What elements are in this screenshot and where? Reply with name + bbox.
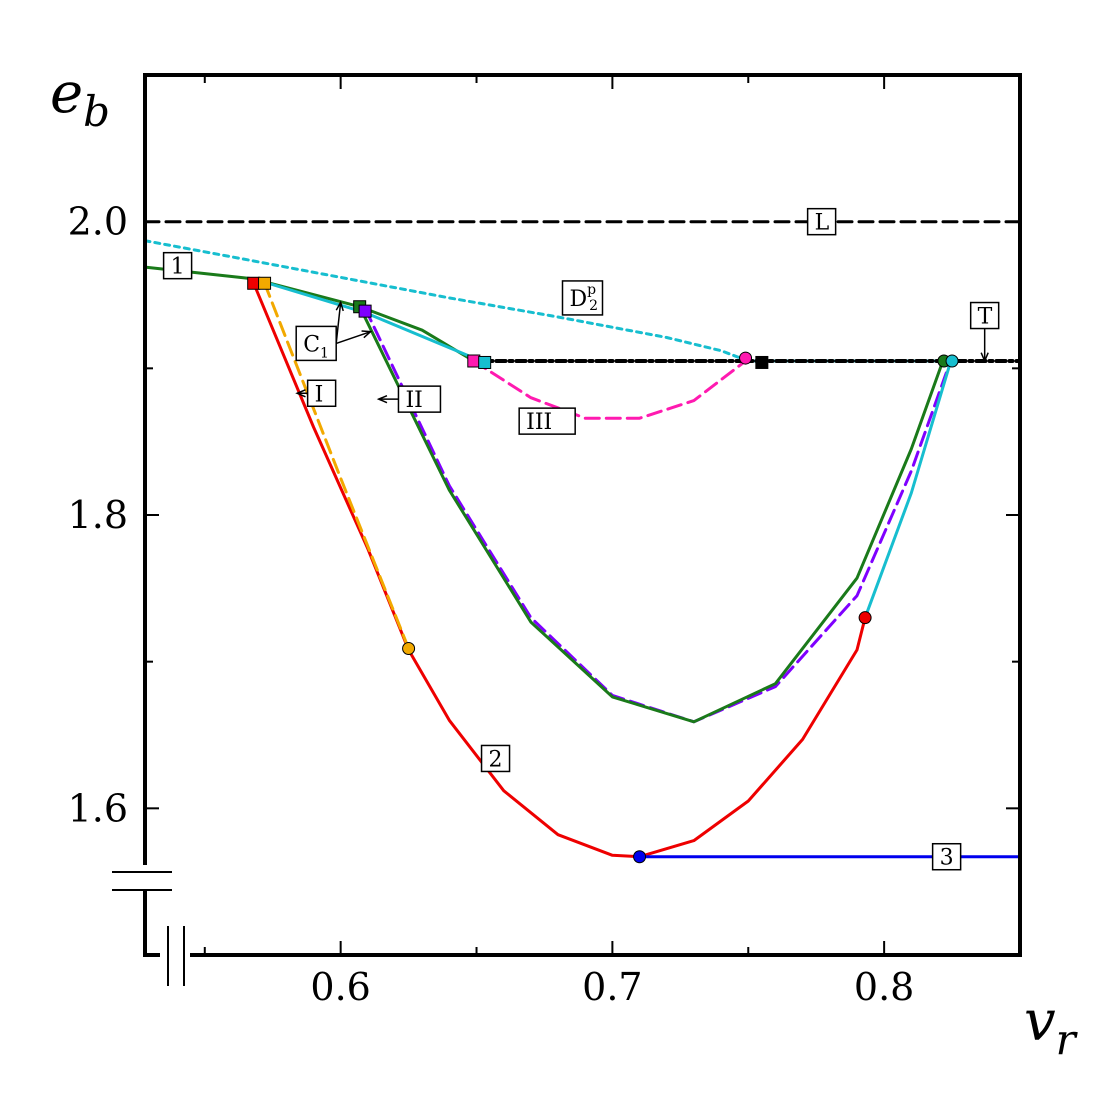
annotation-box — [969, 301, 1000, 330]
square-marker — [358, 304, 372, 318]
series-i-line — [263, 281, 411, 650]
series-2-line — [252, 281, 867, 859]
axis-breaks — [108, 865, 190, 988]
annotation-main: 1 — [171, 255, 185, 280]
arrow-head — [295, 389, 306, 398]
annotation-box — [561, 280, 604, 316]
circle-marker — [633, 850, 647, 864]
y-tick-label: 1.8 — [68, 493, 128, 537]
annotation-label: Dp 2 — [570, 282, 599, 314]
annotation-box — [397, 385, 442, 413]
annotation-label: III — [526, 410, 552, 435]
annotation-label: T — [978, 305, 993, 330]
y-tick-label: 2.0 — [68, 200, 128, 244]
x-tick-label: 0.8 — [854, 965, 914, 1009]
annotation-box — [306, 379, 337, 408]
annotation-label: 1 — [171, 255, 185, 280]
annotation-label: II — [405, 388, 422, 413]
annotation-main: L — [815, 211, 830, 236]
annotation-main: 3 — [940, 846, 954, 871]
annotation-sub: 2 — [589, 298, 598, 314]
annotation-sup: p — [587, 282, 596, 298]
annotation-box — [806, 207, 837, 236]
annotation-label: 2 — [489, 747, 503, 772]
annotation-label: 3 — [940, 846, 954, 871]
annotation-main: D — [570, 287, 588, 312]
square-marker — [478, 355, 492, 369]
annotation-sub: 1 — [320, 345, 329, 361]
tick-layer: 0.6 0.7 0.8 1.6 1.8 2.0 — [68, 75, 1020, 1009]
annotation-arrow — [335, 330, 371, 345]
annotation-main: I — [315, 382, 324, 407]
annotation-main: T — [978, 305, 993, 330]
circle-marker — [945, 354, 959, 368]
circle-marker — [402, 641, 416, 655]
series-d2p-line — [143, 239, 946, 363]
series-cyan-right-line — [863, 355, 954, 620]
arrow-head — [361, 330, 373, 339]
series-c1-line — [252, 277, 487, 364]
square-marker — [467, 354, 481, 368]
marker-layer — [247, 276, 959, 864]
annotation-main: III — [526, 410, 552, 435]
annotation-main: II — [405, 388, 422, 413]
annotation-main: 2 — [489, 747, 503, 772]
annotation-box — [518, 407, 576, 435]
square-marker — [755, 355, 769, 369]
series-ii-line — [363, 306, 954, 724]
annotation-box — [480, 744, 511, 773]
annotation-main: C — [303, 332, 320, 357]
series-ii-green-line — [358, 305, 946, 724]
x-tick-label: 0.7 — [582, 965, 642, 1009]
arrow-head — [980, 352, 989, 363]
y-axis-title: eb — [50, 61, 110, 136]
square-marker — [258, 276, 272, 290]
arrow-head — [335, 300, 344, 312]
x-axis-title: vr — [1024, 989, 1079, 1064]
series-iii-line — [472, 359, 747, 420]
annotation-box — [931, 842, 962, 871]
arrow-head — [376, 394, 388, 404]
x-tick-label: 0.6 — [310, 965, 370, 1009]
circle-marker — [858, 611, 872, 625]
annotation-box — [162, 251, 193, 280]
circle-marker — [739, 351, 753, 365]
annotation-label: I — [315, 382, 324, 407]
annotation-label: C1 — [303, 332, 329, 361]
y-tick-label: 1.6 — [68, 786, 128, 830]
annotation-box — [295, 325, 337, 362]
plot-frame — [143, 73, 1022, 957]
annotation-label: L — [815, 211, 830, 236]
series-layer — [143, 220, 1022, 859]
square-marker — [247, 276, 261, 290]
